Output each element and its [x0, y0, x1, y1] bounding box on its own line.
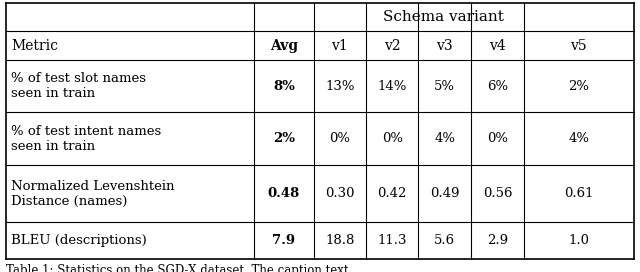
Text: 0.48: 0.48: [268, 187, 300, 200]
Text: v5: v5: [570, 39, 587, 52]
Text: 0.42: 0.42: [378, 187, 407, 200]
Text: 4%: 4%: [568, 132, 589, 145]
Text: 14%: 14%: [378, 79, 407, 92]
Text: 6%: 6%: [487, 79, 508, 92]
Text: v1: v1: [332, 39, 348, 52]
Text: 0%: 0%: [329, 132, 350, 145]
Text: Table 1: Statistics on the SGD-X dataset. The caption text: Table 1: Statistics on the SGD-X dataset…: [6, 264, 349, 272]
Text: 13%: 13%: [325, 79, 355, 92]
Text: Normalized Levenshtein
Distance (names): Normalized Levenshtein Distance (names): [12, 180, 175, 208]
Text: 2.9: 2.9: [487, 234, 508, 247]
Text: 0%: 0%: [381, 132, 403, 145]
Text: 18.8: 18.8: [325, 234, 355, 247]
Text: BLEU (descriptions): BLEU (descriptions): [12, 234, 147, 247]
Text: v3: v3: [436, 39, 453, 52]
Text: 2%: 2%: [568, 79, 589, 92]
Text: 0.56: 0.56: [483, 187, 512, 200]
Text: 5%: 5%: [435, 79, 455, 92]
Text: % of test intent names
seen in train: % of test intent names seen in train: [12, 125, 162, 153]
Text: 8%: 8%: [273, 79, 295, 92]
Text: Avg: Avg: [270, 39, 298, 52]
Text: Schema variant: Schema variant: [383, 10, 504, 24]
Text: Metric: Metric: [12, 39, 58, 52]
Text: 11.3: 11.3: [378, 234, 407, 247]
Text: v2: v2: [384, 39, 401, 52]
Text: % of test slot names
seen in train: % of test slot names seen in train: [12, 72, 147, 100]
Text: 0%: 0%: [487, 132, 508, 145]
Text: 4%: 4%: [435, 132, 455, 145]
Text: 5.6: 5.6: [435, 234, 456, 247]
Text: 7.9: 7.9: [273, 234, 296, 247]
Text: 0.61: 0.61: [564, 187, 593, 200]
Text: 2%: 2%: [273, 132, 295, 145]
Text: 0.49: 0.49: [430, 187, 460, 200]
Text: 0.30: 0.30: [325, 187, 355, 200]
Text: v4: v4: [489, 39, 506, 52]
Text: 1.0: 1.0: [568, 234, 589, 247]
